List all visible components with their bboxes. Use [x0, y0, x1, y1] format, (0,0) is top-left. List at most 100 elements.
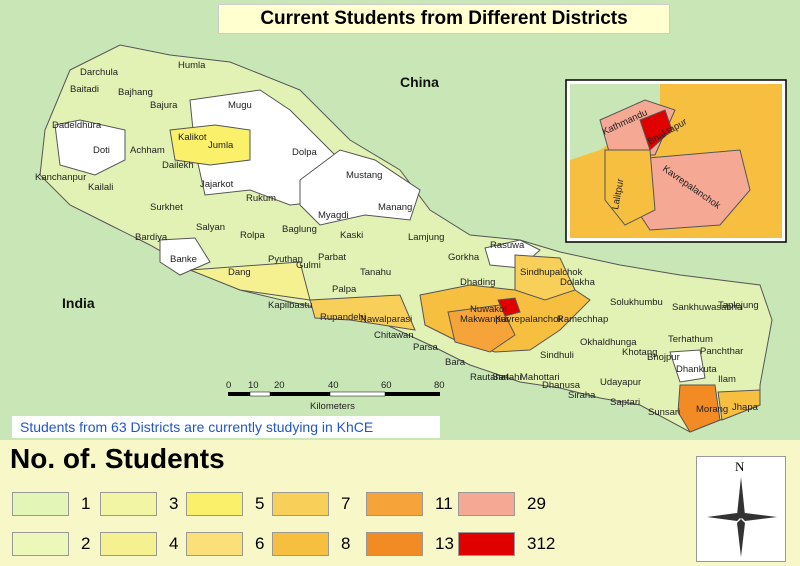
district-label: Rukum — [246, 193, 276, 204]
district-label: Morang — [696, 404, 728, 415]
district-west-yellow — [189, 261, 311, 301]
district-label: Kavrepalanchok — [495, 314, 563, 325]
scale-unit: Kilometers — [310, 401, 355, 412]
district-label: Sindhupalchok — [520, 267, 583, 278]
district-label: Khotang — [622, 347, 657, 358]
district-label: Jajarkot — [200, 179, 234, 190]
district-label: Makwanpur — [460, 314, 509, 325]
legend-swatch — [100, 492, 157, 516]
district-nawalparasi — [309, 294, 416, 331]
district-label: Kailali — [88, 182, 113, 193]
district-label: Baglung — [282, 224, 317, 235]
district-label: Okhaldhunga — [580, 337, 637, 348]
district-label: Kapilbastu — [268, 300, 312, 311]
district-label: Jumla — [208, 140, 234, 151]
legend-item: 7 — [272, 492, 350, 516]
scale-tick: 10 — [248, 380, 259, 391]
legend-item: 312 — [458, 532, 555, 556]
district-label: Dolpa — [292, 147, 318, 158]
district-label: Dailekh — [162, 160, 194, 171]
legend-item: 3 — [100, 492, 178, 516]
legend-swatch — [186, 492, 243, 516]
note-text: Students from 63 Districts are currently… — [12, 416, 440, 438]
legend-value: 11 — [435, 494, 453, 513]
district-label: Gulmi — [296, 260, 321, 271]
legend-value: 13 — [435, 534, 454, 553]
district-label: Dolakha — [560, 277, 596, 288]
district-label: Darchula — [80, 67, 119, 78]
scale-tick: 0 — [226, 380, 231, 391]
legend-item: 8 — [272, 532, 350, 556]
district-label: Mugu — [228, 100, 252, 111]
district-label: Pyuthan — [268, 254, 303, 265]
north-label: N — [735, 459, 745, 474]
legend-swatch — [12, 532, 69, 556]
district-label: Dhanusa — [542, 380, 581, 391]
map-title: Current Students from Different District… — [218, 4, 670, 34]
district-label: Doti — [93, 145, 110, 156]
legend-value: 4 — [169, 534, 179, 553]
district-label: Bara — [445, 357, 466, 368]
district-white-west — [54, 119, 126, 176]
compass-icon: N — [707, 459, 777, 557]
district-label: Bhojpur — [647, 352, 680, 363]
district-label: Dang — [228, 267, 251, 278]
district-kathmandu-valley — [497, 297, 521, 317]
china-label: China — [400, 74, 439, 90]
legend-swatch — [366, 492, 423, 516]
legend-item: 6 — [186, 532, 264, 556]
district-label: Bajura — [150, 100, 178, 111]
district-label: Myagdi — [318, 210, 349, 221]
district-label: Parbat — [318, 252, 346, 263]
district-label: Chitawan — [374, 330, 414, 341]
legend-value: 312 — [527, 534, 556, 553]
district-labels: Darchula Humla Bajhang Bajura Baitadi Dadeldh… — [35, 60, 759, 418]
district-white-mid — [299, 149, 421, 226]
legend-item: 13 — [366, 532, 454, 556]
legend-value: 2 — [81, 534, 91, 553]
legend-value: 3 — [169, 494, 179, 513]
legend-value: 7 — [341, 494, 351, 513]
india-label: India — [62, 295, 95, 311]
legend-value: 8 — [341, 534, 351, 553]
district-dhankuta — [669, 349, 706, 383]
district-label: Rolpa — [240, 230, 266, 241]
legend-swatch — [272, 532, 329, 556]
legend-item: 11 — [366, 492, 453, 516]
district-label: Rasuwa — [490, 240, 525, 251]
district-label: Solukhumbu — [610, 297, 663, 308]
district-label: Kaski — [340, 230, 363, 241]
district-label: Lamjung — [408, 232, 444, 243]
legend-swatch — [272, 492, 329, 516]
district-label: Bardiya — [135, 232, 168, 243]
district-label: Salyan — [196, 222, 225, 233]
district-label: Panchthar — [700, 346, 743, 357]
legend-item: 2 — [12, 532, 90, 556]
district-label: Gorkha — [448, 252, 480, 263]
legend-swatch — [12, 492, 69, 516]
legend-swatch — [100, 532, 157, 556]
district-label: Siraha — [568, 390, 596, 401]
district-label: Dadeldhura — [52, 120, 102, 131]
district-label: Taplejung — [718, 300, 759, 311]
scale-tick: 20 — [274, 380, 285, 391]
legend-item: 5 — [186, 492, 264, 516]
legend-value: 1 — [81, 494, 91, 513]
district-label: Sankhuwasabha — [672, 302, 743, 313]
district-label: Achham — [130, 145, 165, 156]
legend-item: 4 — [100, 532, 178, 556]
district-label: Sarlahi — [492, 372, 522, 383]
legend-swatch — [458, 492, 515, 516]
nepal-map: China India Darchula Humla Bajhang Bajura Ba… — [35, 44, 787, 433]
district-label: Rautahat — [470, 372, 509, 383]
scale-bar: 0 10 20 40 60 80 Kilometers — [226, 380, 445, 412]
district-label: Bajhang — [118, 87, 153, 98]
district-label: Udayapur — [600, 377, 641, 388]
legend-item: 29 — [458, 492, 546, 516]
inset-label: Lalitpur — [610, 178, 626, 211]
scale-tick: 60 — [381, 380, 392, 391]
district-label: Kanchanpur — [35, 172, 86, 183]
legend-swatch — [186, 532, 243, 556]
district-banke — [159, 237, 211, 276]
district-label: Kalikot — [178, 132, 207, 143]
